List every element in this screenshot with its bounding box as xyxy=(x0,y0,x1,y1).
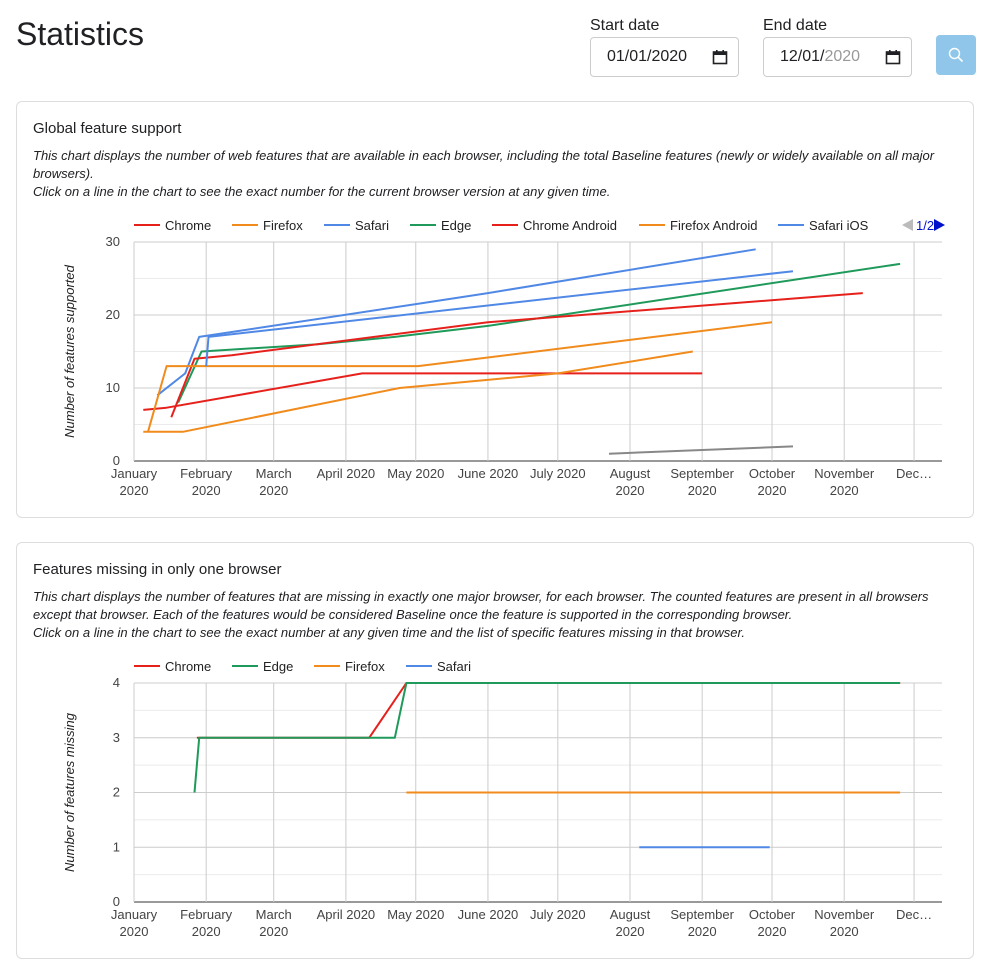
x-tick-label: July 2020 xyxy=(530,466,586,481)
y-tick-label: 2 xyxy=(113,785,120,800)
features-missing-card: Features missing in only one browser Thi… xyxy=(16,542,974,959)
chart-description-line: Click on a line in the chart to see the … xyxy=(33,625,745,640)
legend-entry[interactable]: Safari xyxy=(437,659,471,674)
x-tick-label: 2020 xyxy=(688,924,717,939)
y-tick-label: 0 xyxy=(113,453,120,468)
global-feature-support-card: Global feature support This chart displa… xyxy=(16,101,974,518)
y-tick-label: 10 xyxy=(106,380,120,395)
x-tick-label: 2020 xyxy=(120,483,149,498)
x-tick-label: 2020 xyxy=(688,483,717,498)
start-date-input[interactable]: 01/01/2020 xyxy=(590,37,739,77)
x-tick-label: April 2020 xyxy=(317,907,376,922)
x-tick-label: June 2020 xyxy=(458,907,519,922)
series-line[interactable] xyxy=(143,350,693,433)
chart-description: This chart displays the number of featur… xyxy=(33,588,963,642)
y-tick-label: 0 xyxy=(113,894,120,909)
legend-prev-icon[interactable] xyxy=(902,219,913,231)
x-tick-label: September xyxy=(670,907,734,922)
legend-entry[interactable]: Chrome xyxy=(165,218,211,233)
series-line[interactable] xyxy=(177,262,901,404)
end-date-group: End date 12/01/2020 xyxy=(763,17,912,77)
global-feature-support-chart[interactable]: 0 10 20 30 January 2020 February 2020 March 2020 A… xyxy=(17,102,975,519)
legend-entry[interactable]: Chrome xyxy=(165,659,211,674)
y-tick-label: 30 xyxy=(106,234,120,249)
x-tick-label: November xyxy=(814,907,875,922)
x-tick-label: 2020 xyxy=(259,924,288,939)
start-date-label: Start date xyxy=(590,17,660,34)
y-tick-label: 1 xyxy=(113,839,120,854)
y-axis-title: Number of features supported xyxy=(62,264,77,437)
search-button[interactable] xyxy=(936,35,976,75)
x-tick-label: June 2020 xyxy=(458,466,519,481)
x-tick-label: Dec… xyxy=(896,466,932,481)
x-tick-label: March xyxy=(256,466,292,481)
x-tick-label: October xyxy=(749,907,796,922)
x-tick-label: March xyxy=(256,907,292,922)
x-tick-label: 2020 xyxy=(616,924,645,939)
series-line[interactable] xyxy=(205,270,794,367)
chart-title: Features missing in only one browser xyxy=(33,561,282,578)
series-line[interactable] xyxy=(147,321,773,433)
x-tick-label: July 2020 xyxy=(530,907,586,922)
chart-description-line: This chart displays the number of web fe… xyxy=(33,148,935,181)
legend-entry[interactable]: Firefox xyxy=(345,659,385,674)
series-line[interactable] xyxy=(143,372,703,411)
x-tick-label: November xyxy=(814,466,875,481)
x-tick-label: September xyxy=(670,466,734,481)
x-tick-label: May 2020 xyxy=(387,907,444,922)
chart-title: Global feature support xyxy=(33,120,182,137)
y-tick-label: 4 xyxy=(113,675,120,690)
legend-entry[interactable]: Firefox xyxy=(263,218,303,233)
legend-entry[interactable]: Edge xyxy=(441,218,471,233)
legend-entry[interactable]: Edge xyxy=(263,659,293,674)
series-line[interactable] xyxy=(608,445,794,455)
chart-description-line: This chart displays the number of featur… xyxy=(33,589,929,622)
x-tick-label: 2020 xyxy=(830,924,859,939)
chart-description: This chart displays the number of web fe… xyxy=(33,147,963,201)
legend-entry[interactable]: Chrome Android xyxy=(523,218,617,233)
x-tick-label: 2020 xyxy=(758,924,787,939)
series-line[interactable] xyxy=(170,292,863,418)
x-tick-label: 2020 xyxy=(758,483,787,498)
x-tick-label: 2020 xyxy=(192,483,221,498)
search-icon xyxy=(948,47,964,63)
legend-entry[interactable]: Firefox Android xyxy=(670,218,757,233)
start-date-group: Start date 01/01/2020 xyxy=(590,17,739,77)
y-tick-label: 20 xyxy=(106,307,120,322)
x-tick-label: 2020 xyxy=(616,483,645,498)
series-line[interactable] xyxy=(193,682,901,793)
page-title: Statistics xyxy=(16,16,145,52)
x-tick-label: 2020 xyxy=(830,483,859,498)
end-date-input[interactable]: 12/01/2020 xyxy=(763,37,912,77)
end-date-label: End date xyxy=(763,17,828,34)
x-tick-label: February xyxy=(180,907,233,922)
calendar-icon[interactable] xyxy=(885,49,901,65)
x-tick-label: January xyxy=(111,466,158,481)
x-tick-label: August xyxy=(610,907,651,922)
end-date-value: 12/01/ xyxy=(780,48,825,65)
legend-entry[interactable]: Safari xyxy=(355,218,389,233)
legend-entry[interactable]: Safari iOS xyxy=(809,218,869,233)
x-tick-label: 2020 xyxy=(259,483,288,498)
start-date-value: 01/01/2020 xyxy=(607,48,688,65)
x-tick-label: Dec… xyxy=(896,907,932,922)
x-tick-label: 2020 xyxy=(192,924,221,939)
legend-page-indicator: 1/2 xyxy=(916,218,934,233)
x-tick-label: January xyxy=(111,907,158,922)
y-axis-title: Number of features missing xyxy=(62,712,77,872)
x-tick-label: April 2020 xyxy=(317,466,376,481)
calendar-icon[interactable] xyxy=(712,49,728,65)
x-tick-label: October xyxy=(749,466,796,481)
legend-next-icon[interactable] xyxy=(934,219,945,231)
x-tick-label: May 2020 xyxy=(387,466,444,481)
x-tick-label: 2020 xyxy=(120,924,149,939)
x-tick-label: August xyxy=(610,466,651,481)
features-missing-chart[interactable]: 0 1 2 3 4 January 2020 February 2020 March 2020 Apr… xyxy=(17,543,975,960)
chart-description-line: Click on a line in the chart to see the … xyxy=(33,184,611,199)
end-date-year: 2020 xyxy=(824,48,861,65)
y-tick-label: 3 xyxy=(113,730,120,745)
series-line[interactable] xyxy=(156,248,756,397)
x-tick-label: February xyxy=(180,466,233,481)
